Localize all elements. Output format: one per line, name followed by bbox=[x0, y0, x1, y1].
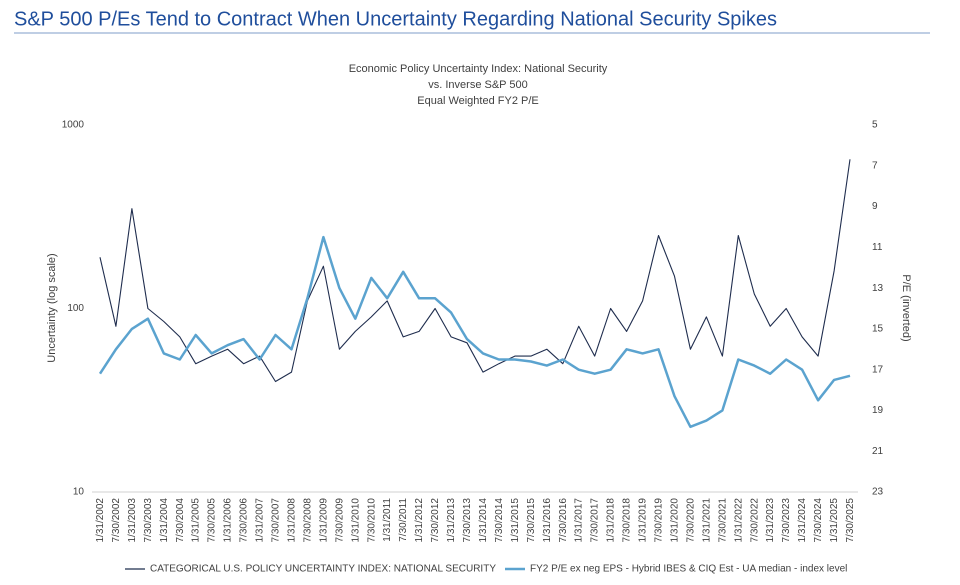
x-tick-label: 1/31/2023 bbox=[765, 498, 776, 543]
y2-tick-label: 23 bbox=[872, 487, 884, 498]
x-tick-label: 7/30/2016 bbox=[558, 498, 569, 543]
x-tick-label: 7/30/2007 bbox=[271, 498, 282, 543]
x-tick-label: 1/31/2007 bbox=[255, 498, 266, 543]
x-tick-label: 1/31/2019 bbox=[638, 498, 649, 543]
x-tick-label: 7/30/2014 bbox=[494, 498, 505, 543]
y2-tick-label: 9 bbox=[872, 201, 878, 212]
x-tick-label: 1/31/2016 bbox=[542, 498, 553, 543]
x-tick-label: 1/31/2022 bbox=[733, 498, 744, 543]
x-tick-label: 1/31/2003 bbox=[127, 498, 138, 543]
x-tick-label: 1/31/2025 bbox=[829, 498, 840, 543]
y2-tick-label: 21 bbox=[872, 446, 884, 457]
x-tick-label: 7/30/2012 bbox=[430, 498, 441, 543]
x-tick-label: 7/30/2008 bbox=[302, 498, 313, 543]
y2-axis-label: P/E (inverted) bbox=[900, 274, 912, 341]
x-tick-label: 1/31/2011 bbox=[382, 498, 393, 542]
chart-title: Equal Weighted FY2 P/E bbox=[417, 95, 538, 107]
x-tick-label: 1/31/2021 bbox=[701, 498, 712, 543]
x-tick-label: 7/30/2019 bbox=[654, 498, 665, 543]
x-tick-label: 1/31/2012 bbox=[414, 498, 425, 543]
x-tick-label: 7/30/2002 bbox=[111, 498, 122, 543]
y-tick-label: 100 bbox=[67, 303, 84, 314]
x-tick-label: 1/31/2010 bbox=[350, 498, 361, 543]
series-line bbox=[98, 235, 851, 429]
x-tick-label: 1/31/2015 bbox=[510, 498, 521, 543]
x-tick-label: 1/31/2002 bbox=[95, 498, 106, 543]
x-tick-label: 1/31/2005 bbox=[191, 498, 202, 543]
x-tick-label: 1/31/2017 bbox=[574, 498, 585, 543]
x-tick-label: 1/31/2020 bbox=[669, 498, 680, 543]
x-tick-label: 1/31/2018 bbox=[606, 498, 617, 543]
legend-label: FY2 P/E ex neg EPS - Hybrid IBES & CIQ E… bbox=[530, 564, 847, 575]
x-tick-label: 7/30/2022 bbox=[749, 498, 760, 543]
chart-title: vs. Inverse S&P 500 bbox=[428, 79, 527, 91]
x-tick-label: 7/30/2017 bbox=[590, 498, 601, 543]
chart-title: Economic Policy Uncertainty Index: Natio… bbox=[349, 63, 608, 75]
x-tick-label: 7/30/2013 bbox=[462, 498, 473, 543]
legend-label: CATEGORICAL U.S. POLICY UNCERTAINTY INDE… bbox=[150, 564, 496, 575]
y2-tick-label: 5 bbox=[872, 120, 878, 131]
y-axis-label: Uncertainty (log scale) bbox=[46, 253, 58, 362]
x-tick-label: 7/30/2010 bbox=[366, 498, 377, 543]
series-line bbox=[99, 159, 851, 383]
y2-tick-label: 7 bbox=[872, 160, 878, 171]
x-tick-label: 7/30/2011 bbox=[398, 498, 409, 542]
x-tick-label: 1/31/2014 bbox=[478, 498, 489, 543]
x-tick-label: 1/31/2013 bbox=[446, 498, 457, 543]
x-tick-label: 1/31/2004 bbox=[159, 498, 170, 543]
x-tick-label: 7/30/2006 bbox=[239, 498, 250, 543]
x-tick-label: 7/30/2004 bbox=[175, 498, 186, 543]
x-tick-label: 7/30/2018 bbox=[622, 498, 633, 543]
y-tick-label: 10 bbox=[73, 487, 85, 498]
y2-tick-label: 17 bbox=[872, 364, 884, 375]
page-title: S&P 500 P/Es Tend to Contract When Uncer… bbox=[14, 8, 777, 30]
x-tick-label: 7/30/2005 bbox=[207, 498, 218, 543]
x-tick-label: 7/30/2003 bbox=[143, 498, 154, 543]
x-tick-label: 7/30/2009 bbox=[334, 498, 345, 543]
x-tick-label: 7/30/2024 bbox=[813, 498, 824, 543]
x-tick-label: 1/31/2006 bbox=[223, 498, 234, 543]
x-tick-label: 7/30/2023 bbox=[781, 498, 792, 543]
y-tick-label: 1000 bbox=[62, 120, 85, 131]
x-tick-label: 1/31/2024 bbox=[797, 498, 808, 543]
x-tick-label: 7/30/2025 bbox=[845, 498, 856, 543]
x-tick-label: 1/31/2008 bbox=[286, 498, 297, 543]
y2-tick-label: 11 bbox=[872, 242, 883, 253]
y2-tick-label: 13 bbox=[872, 283, 884, 294]
y2-tick-label: 15 bbox=[872, 324, 884, 335]
x-tick-label: 1/31/2009 bbox=[318, 498, 329, 543]
x-tick-label: 7/30/2020 bbox=[685, 498, 696, 543]
x-tick-label: 7/30/2021 bbox=[717, 498, 728, 543]
x-tick-label: 7/30/2015 bbox=[526, 498, 537, 543]
y2-tick-label: 19 bbox=[872, 405, 884, 416]
